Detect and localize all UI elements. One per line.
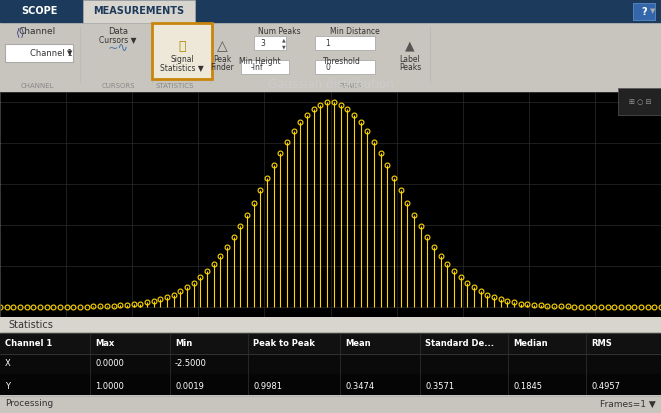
Bar (0, 0, 78, 22)
Text: Channel 1: Channel 1 (5, 339, 52, 348)
Text: 0.0019: 0.0019 (175, 382, 204, 391)
Text: ▼: ▼ (650, 8, 655, 14)
Text: Min Distance: Min Distance (330, 28, 380, 36)
FancyBboxPatch shape (315, 60, 375, 74)
Text: 0.1845: 0.1845 (513, 382, 542, 391)
Text: △: △ (217, 39, 227, 53)
Text: 📊: 📊 (178, 40, 186, 52)
Text: -Inf: -Inf (251, 62, 264, 71)
Text: ▼: ▼ (282, 45, 286, 50)
Text: Median: Median (513, 339, 547, 348)
Text: Channel 1: Channel 1 (30, 48, 73, 57)
Text: Mean: Mean (345, 339, 371, 348)
Text: Label: Label (400, 55, 420, 64)
Text: 0.0000: 0.0000 (95, 359, 124, 368)
Bar (0, 374, 661, 395)
Text: Num Peaks: Num Peaks (258, 28, 300, 36)
Text: -2.5000: -2.5000 (175, 359, 207, 368)
Text: Min: Min (175, 339, 192, 348)
Text: Peak to Peak: Peak to Peak (253, 339, 315, 348)
Text: Max: Max (95, 339, 114, 348)
Bar (0, 354, 661, 374)
Text: PEAKS: PEAKS (339, 83, 361, 89)
Text: ▼: ▼ (67, 50, 73, 56)
Text: Signal: Signal (170, 55, 194, 64)
Text: ▲: ▲ (282, 38, 286, 43)
Text: 1: 1 (325, 38, 330, 47)
Text: Threshold: Threshold (323, 57, 361, 66)
Bar (0, 317, 661, 333)
Text: CHANNEL: CHANNEL (20, 83, 54, 89)
FancyBboxPatch shape (254, 36, 286, 50)
Text: SCOPE: SCOPE (20, 6, 58, 16)
Text: 0: 0 (325, 62, 330, 71)
Text: Y: Y (5, 382, 10, 391)
FancyBboxPatch shape (241, 60, 289, 74)
Text: 0.4957: 0.4957 (591, 382, 620, 391)
Bar (0, 333, 661, 354)
Text: MEASUREMENTS: MEASUREMENTS (93, 6, 184, 16)
Text: STATISTICS: STATISTICS (156, 83, 194, 89)
FancyBboxPatch shape (152, 23, 212, 79)
Text: X: X (5, 359, 11, 368)
Title: Gaussian distribution: Gaussian distribution (268, 78, 393, 91)
Text: Statistics: Statistics (8, 320, 53, 330)
Text: CURSORS: CURSORS (101, 83, 135, 89)
Text: 0.3474: 0.3474 (345, 382, 374, 391)
Text: 1.0000: 1.0000 (95, 382, 124, 391)
Bar (0, 0, 661, 22)
Text: Peak: Peak (213, 55, 231, 64)
Text: Finder: Finder (210, 64, 234, 73)
Text: 0.9981: 0.9981 (253, 382, 282, 391)
Text: ⊞ ○ ⊟: ⊞ ○ ⊟ (629, 99, 651, 105)
FancyBboxPatch shape (5, 44, 73, 62)
Bar (83, 0, 195, 23)
FancyBboxPatch shape (315, 36, 375, 50)
Text: 3: 3 (260, 38, 266, 47)
Text: RMS: RMS (591, 339, 611, 348)
Text: ▲: ▲ (405, 40, 415, 52)
Text: ⟨⟩: ⟨⟩ (16, 27, 24, 37)
Text: Peaks: Peaks (399, 64, 421, 73)
Text: Cursors ▼: Cursors ▼ (99, 36, 137, 45)
Text: Min Height: Min Height (239, 57, 281, 66)
Text: Channel: Channel (19, 28, 56, 36)
Text: 0.3571: 0.3571 (425, 382, 454, 391)
Text: Standard De...: Standard De... (425, 339, 494, 348)
Text: ?: ? (641, 7, 647, 17)
Text: Processing: Processing (5, 399, 54, 408)
Text: ~∿: ~∿ (108, 41, 128, 55)
Bar (633, 3, 655, 20)
Text: Frames=1 ▼: Frames=1 ▼ (600, 399, 656, 408)
X-axis label: X: X (327, 337, 334, 347)
Text: Data: Data (108, 28, 128, 36)
Text: Statistics ▼: Statistics ▼ (160, 64, 204, 73)
